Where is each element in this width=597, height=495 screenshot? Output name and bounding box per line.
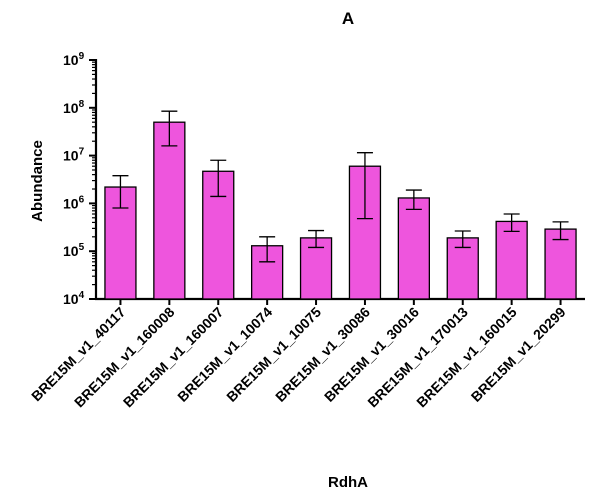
bar — [544, 228, 577, 300]
y-tick-label: 106 — [63, 194, 85, 211]
y-tick-exponent: 8 — [79, 99, 85, 110]
y-tick-label: 108 — [63, 99, 85, 116]
bar — [250, 245, 284, 300]
x-tick-label: BRE15M_v1_10075 — [223, 304, 324, 405]
x-tick-label: BRE15M_v1_10074 — [174, 304, 275, 405]
chart-title: A — [342, 9, 354, 28]
y-axis-title: Abundance — [29, 140, 46, 222]
y-tick-label: 104 — [63, 290, 85, 307]
x-tick-label: BRE15M_v1_30086 — [272, 304, 373, 405]
y-tick-label: 107 — [63, 147, 85, 164]
x-axis-title: RdhA — [328, 474, 368, 491]
y-tick-label: 109 — [63, 51, 85, 68]
y-tick-exponent: 4 — [79, 290, 85, 301]
y-tick-exponent: 9 — [79, 51, 85, 62]
y-tick-exponent: 7 — [79, 147, 85, 158]
x-tick-label: BRE15M_v1_30016 — [321, 304, 422, 405]
y-tick-label: 105 — [63, 242, 85, 259]
y-tick-exponent: 5 — [79, 242, 85, 253]
x-tick-label: BRE15M_v1_40117 — [28, 304, 129, 405]
y-tick-exponent: 6 — [79, 194, 85, 205]
bar — [397, 197, 431, 300]
x-tick-label: BRE15M_v1_20299 — [468, 304, 569, 405]
bar — [495, 220, 528, 300]
plot-area: 104 105 106 107 108 109 BRE15M_v1_40117 BRE15M_… — [28, 51, 585, 410]
bar — [153, 121, 186, 300]
